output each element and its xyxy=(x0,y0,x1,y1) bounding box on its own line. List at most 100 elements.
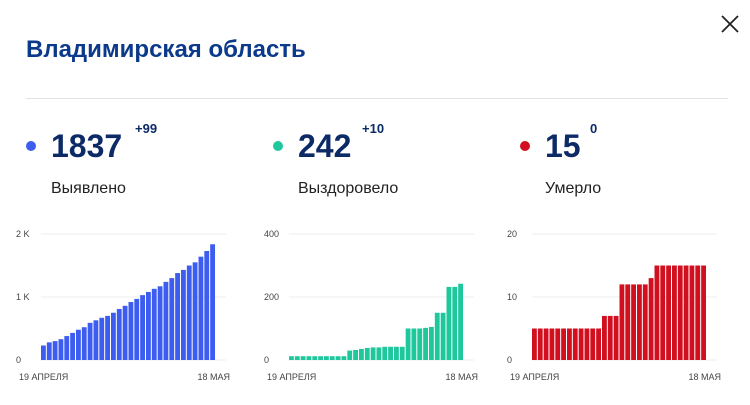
bar xyxy=(382,346,388,360)
stat-label: Выявлено xyxy=(51,180,126,197)
bar xyxy=(300,356,306,360)
bar xyxy=(87,322,93,360)
bar xyxy=(642,284,648,360)
bar xyxy=(46,342,52,360)
stat-delta: 0 xyxy=(590,121,598,136)
bar xyxy=(70,332,75,360)
bar xyxy=(584,328,590,360)
bar xyxy=(631,284,636,360)
status-dot xyxy=(26,141,36,151)
bar xyxy=(429,326,434,360)
bar xyxy=(561,328,566,360)
bar xyxy=(335,356,341,360)
bar xyxy=(116,308,122,360)
bar xyxy=(128,302,134,360)
y-tick-label: 0 xyxy=(16,355,21,365)
bar xyxy=(537,328,543,360)
bar xyxy=(370,347,376,360)
chart-deaths: 0 10 20 19 АПРЕЛЯ 18 МАЯ xyxy=(507,229,721,382)
bar xyxy=(683,265,689,360)
bar xyxy=(423,327,428,360)
bar xyxy=(364,348,370,360)
bar xyxy=(543,328,549,360)
bar xyxy=(555,328,561,360)
bar xyxy=(329,356,335,360)
page-title: Владимирская область xyxy=(26,36,306,63)
bar xyxy=(289,356,294,360)
bar xyxy=(654,265,660,360)
bar xyxy=(58,339,64,360)
bar xyxy=(417,328,423,360)
bar xyxy=(64,336,70,360)
bar xyxy=(607,315,613,360)
divider xyxy=(26,98,728,99)
bar xyxy=(666,265,671,360)
bar xyxy=(163,281,169,360)
stat-label: Умерло xyxy=(545,180,602,197)
bar xyxy=(637,284,642,360)
stat-delta: +10 xyxy=(362,121,385,136)
bar xyxy=(440,312,446,360)
y-tick-label: 1 K xyxy=(16,292,30,302)
y-tick-label: 0 xyxy=(507,355,512,365)
bar xyxy=(689,265,695,360)
bar xyxy=(294,356,300,360)
bar xyxy=(701,265,706,360)
stat-detected: 1837 +99 Выявлено xyxy=(26,118,256,218)
bar xyxy=(458,283,463,360)
bar xyxy=(578,328,584,360)
bar xyxy=(192,262,198,360)
bar xyxy=(210,244,215,360)
stat-deaths: 15 0 Умерло xyxy=(520,118,750,218)
bar xyxy=(134,298,140,360)
bar xyxy=(312,356,318,360)
bar xyxy=(596,328,601,360)
bar xyxy=(341,356,347,360)
bar xyxy=(394,346,399,360)
bar xyxy=(204,251,210,360)
y-tick-label: 10 xyxy=(507,292,517,302)
bar xyxy=(353,349,358,360)
bar xyxy=(140,295,145,360)
bar xyxy=(388,346,393,360)
y-tick-label: 0 xyxy=(264,355,269,365)
bar xyxy=(446,286,452,360)
bar xyxy=(648,278,654,360)
bar xyxy=(613,315,619,360)
status-dot xyxy=(520,141,530,151)
bar xyxy=(532,328,537,360)
bar xyxy=(347,350,353,360)
bar xyxy=(660,265,666,360)
bar xyxy=(411,328,417,360)
bar xyxy=(99,317,105,360)
x-tick-label-start: 19 АПРЕЛЯ xyxy=(510,372,559,382)
bar xyxy=(590,328,596,360)
x-tick-label-end: 18 МАЯ xyxy=(445,372,478,382)
bar xyxy=(452,286,458,360)
bar xyxy=(359,348,364,360)
stat-recovered: 242 +10 Выздоровело xyxy=(273,118,503,218)
close-icon[interactable] xyxy=(716,10,744,38)
bar xyxy=(672,265,677,360)
bar xyxy=(198,256,204,360)
y-tick-label: 200 xyxy=(264,292,279,302)
chart-detected: 0 1 K 2 K 19 АПРЕЛЯ 18 МАЯ xyxy=(16,229,230,382)
bar xyxy=(695,265,701,360)
y-tick-label: 2 K xyxy=(16,229,30,239)
bar xyxy=(157,286,163,360)
bar xyxy=(81,327,87,360)
bar xyxy=(151,288,157,360)
chart-recovered: 0 200 400 19 АПРЕЛЯ 18 МАЯ xyxy=(264,229,478,382)
bar xyxy=(93,320,99,360)
bar xyxy=(306,356,312,360)
bar xyxy=(434,312,440,360)
bar xyxy=(146,291,151,360)
bar xyxy=(186,265,192,360)
y-tick-label: 400 xyxy=(264,229,279,239)
bar xyxy=(105,315,110,360)
bar xyxy=(324,356,329,360)
bar xyxy=(602,315,607,360)
bar xyxy=(318,356,323,360)
stat-value: 1837 xyxy=(51,128,123,164)
bar xyxy=(625,284,631,360)
